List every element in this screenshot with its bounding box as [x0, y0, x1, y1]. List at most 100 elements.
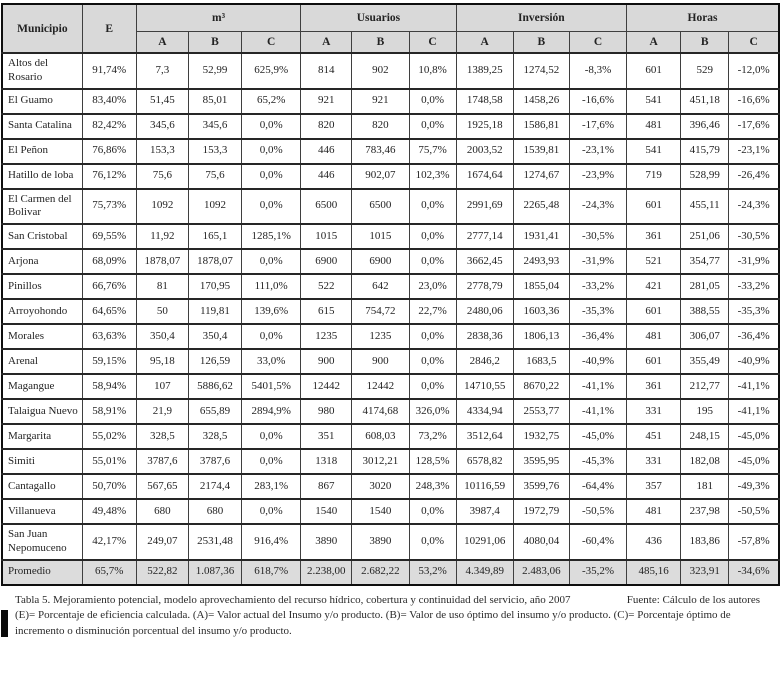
value-cell: 421 — [626, 273, 682, 300]
value-cell: 396,46 — [680, 112, 730, 139]
header-group-horas: Horas — [626, 3, 780, 32]
value-cell: 119,81 — [187, 298, 243, 325]
municipio-cell: El Guamo — [1, 87, 83, 114]
value-cell: 345,6 — [187, 112, 243, 139]
value-cell: 446 — [300, 137, 353, 164]
value-cell: 12442 — [300, 373, 353, 400]
value-cell: 2174,4 — [187, 473, 243, 500]
value-cell: 521 — [626, 248, 682, 275]
municipio-cell: Santa Catalina — [1, 112, 83, 139]
value-cell: 0,0% — [408, 373, 457, 400]
value-cell: 306,07 — [680, 323, 730, 350]
table-row: Magangue 58,94% 107 5886,62 5401,5% 12442 1244… — [1, 373, 780, 400]
value-cell: 81 — [135, 273, 189, 300]
table-row: Santa Catalina 82,42% 345,6 345,6 0,0% 820 820… — [1, 112, 780, 139]
value-cell: 6578,82 — [455, 448, 514, 475]
value-cell: 107 — [135, 373, 189, 400]
value-cell: 415,79 — [680, 137, 730, 164]
value-cell: 388,55 — [680, 298, 730, 325]
value-cell: 3012,21 — [351, 448, 410, 475]
header-m3-c: C — [241, 30, 302, 54]
value-cell: -16,6% — [728, 87, 780, 114]
value-cell: 68,09% — [81, 248, 137, 275]
municipio-cell: San Cristobal — [1, 223, 83, 250]
table-row: Arroyohondo 64,65% 50 119,81 139,6% 615 754,72… — [1, 298, 780, 325]
value-cell: 12442 — [351, 373, 410, 400]
value-cell: 21,9 — [135, 398, 189, 425]
value-cell: 0,0% — [241, 187, 302, 225]
value-cell: 1674,64 — [455, 162, 514, 189]
value-cell: 49,48% — [81, 498, 137, 525]
value-cell: 58,91% — [81, 398, 137, 425]
value-cell: 0,0% — [408, 323, 457, 350]
value-cell: 5401,5% — [241, 373, 302, 400]
value-cell: 1092 — [187, 187, 243, 225]
value-cell: 1540 — [351, 498, 410, 525]
table-row: Cantagallo 50,70% 567,65 2174,4 283,1% 867 302… — [1, 473, 780, 500]
value-cell: 451,18 — [680, 87, 730, 114]
value-cell: 52,99 — [187, 52, 243, 89]
header-m3-b: B — [187, 30, 243, 54]
table-row: San Juan Nepomuceno 42,17% 249,07 2531,48 91… — [1, 523, 780, 560]
value-cell: 625,9% — [241, 52, 302, 89]
value-cell: 65,2% — [241, 87, 302, 114]
caption-note-line1: (E)= Porcentaje de eficiencia calculada.… — [15, 609, 731, 622]
header-group-inversion: Inversión — [455, 3, 628, 32]
value-cell: 1932,75 — [512, 423, 570, 450]
value-cell: 608,03 — [351, 423, 410, 450]
value-cell: -35,3% — [568, 298, 628, 325]
value-cell: 618,7% — [241, 558, 302, 585]
value-cell: 820 — [351, 112, 410, 139]
table-row: Morales 63,63% 350,4 350,4 0,0% 1235 1235 0,0% 2… — [1, 323, 780, 350]
header-horas-a: A — [626, 30, 682, 54]
caption-title: Tabla 5. Mejoramiento potencial, modelo … — [15, 593, 571, 606]
municipio-cell: Magangue — [1, 373, 83, 400]
value-cell: 6900 — [300, 248, 353, 275]
value-cell: 59,15% — [81, 348, 137, 375]
value-cell: 3787,6 — [135, 448, 189, 475]
municipio-cell: Arroyohondo — [1, 298, 83, 325]
value-cell: 783,46 — [351, 137, 410, 164]
value-cell: 1389,25 — [455, 52, 514, 89]
value-cell: 331 — [626, 448, 682, 475]
value-cell: 754,72 — [351, 298, 410, 325]
value-cell: -41,1% — [568, 398, 628, 425]
header-inversion-c: C — [568, 30, 628, 54]
table-row: San Cristobal 69,55% 11,92 165,1 1285,1% 1015… — [1, 223, 780, 250]
value-cell: 14710,55 — [455, 373, 514, 400]
value-cell: 1603,36 — [512, 298, 570, 325]
value-cell: 5886,62 — [187, 373, 243, 400]
header-horas-b: B — [680, 30, 730, 54]
data-table: Municipio E m³ Usuarios Inversión Horas … — [1, 3, 780, 586]
header-group-m3: m³ — [135, 3, 302, 32]
table-row: El Carmen del Bolivar 75,73% 1092 1092 0,0% 6… — [1, 187, 780, 225]
value-cell: 0,0% — [241, 162, 302, 189]
value-cell: 980 — [300, 398, 353, 425]
value-cell: 1925,18 — [455, 112, 514, 139]
value-cell: 85,01 — [187, 87, 243, 114]
value-cell: 1540 — [300, 498, 353, 525]
table-row: Simiti 55,01% 3787,6 3787,6 0,0% 1318 3012,21 1… — [1, 448, 780, 475]
value-cell: 3890 — [300, 523, 353, 560]
value-cell: 921 — [351, 87, 410, 114]
municipio-cell: Hatillo de loba — [1, 162, 83, 189]
value-cell: -26,4% — [728, 162, 780, 189]
municipio-cell: Talaigua Nuevo — [1, 398, 83, 425]
value-cell: 3787,6 — [187, 448, 243, 475]
value-cell: 0,0% — [241, 112, 302, 139]
header-horas-c: C — [728, 30, 780, 54]
value-cell: 522,82 — [135, 558, 189, 585]
value-cell: 345,6 — [135, 112, 189, 139]
value-cell: 2778,79 — [455, 273, 514, 300]
value-cell: 3987,4 — [455, 498, 514, 525]
value-cell: 601 — [626, 348, 682, 375]
value-cell: 10116,59 — [455, 473, 514, 500]
value-cell: 65,7% — [81, 558, 137, 585]
value-cell: 69,55% — [81, 223, 137, 250]
caption-source: Fuente: Cálculo de los autores — [626, 593, 760, 606]
caption-marker-bar — [1, 609, 8, 637]
value-cell: 2.483,06 — [512, 558, 570, 585]
table-header: Municipio E m³ Usuarios Inversión Horas … — [1, 3, 780, 54]
value-cell: 446 — [300, 162, 353, 189]
value-cell: 357 — [626, 473, 682, 500]
